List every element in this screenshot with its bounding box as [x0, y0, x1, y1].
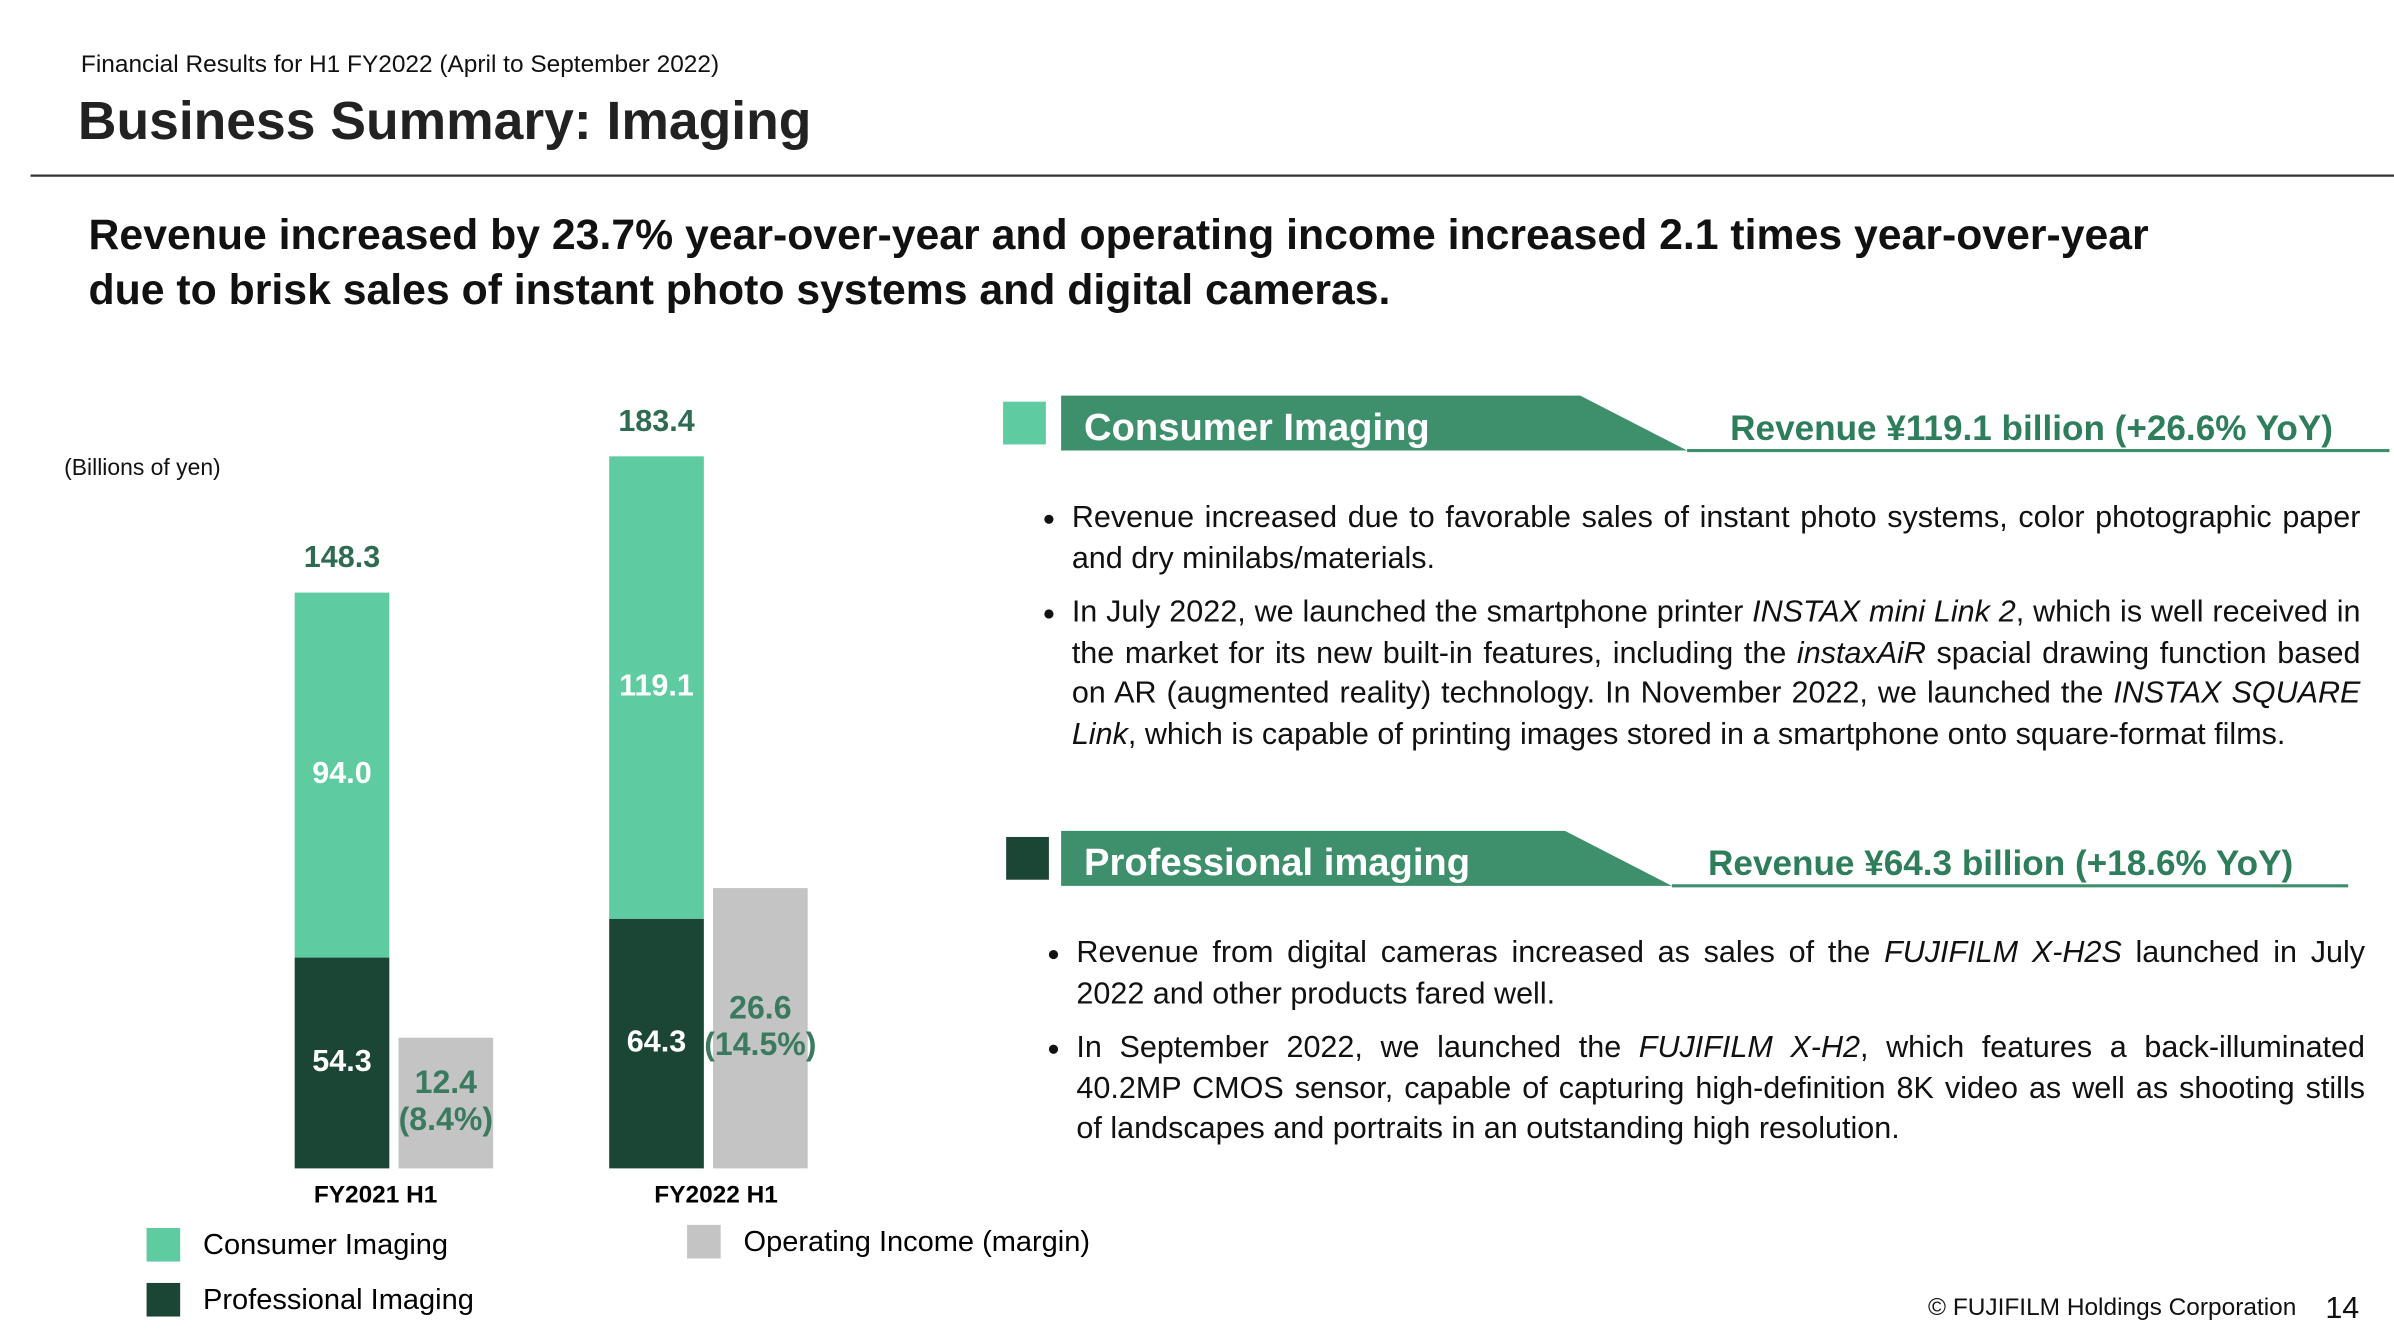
section-banner	[1061, 395, 1688, 451]
unit-label: (Billions of yen)	[64, 455, 221, 482]
chart: 54.3 94.0 148.3 12.4(8.4%) FY2021 H1 64.3 119.…	[146, 404, 1090, 1317]
total-label: 183.4	[618, 404, 694, 438]
value-label: 54.3	[312, 1044, 371, 1078]
bullet-text: , which is well received in the market f…	[1071, 595, 2361, 670]
legend-label: Consumer Imaging	[203, 1229, 448, 1261]
page-number: 14	[2325, 1292, 2360, 1326]
legend-swatch	[146, 1227, 181, 1262]
legend-swatch	[687, 1224, 721, 1259]
bullet-text: launched in July 2022 and other products…	[1076, 936, 2366, 1011]
legend-swatch	[146, 1282, 181, 1317]
headline: due to brisk sales of instant photo syst…	[88, 265, 1391, 314]
bullet-text: In September 2022, we launched the	[1076, 1030, 1639, 1065]
value-label: 64.3	[627, 1025, 686, 1059]
title: Business Summary: Imaging	[77, 91, 812, 152]
bar	[398, 1037, 494, 1169]
value-label: 119.1	[619, 669, 694, 703]
x-tick-label: FY2022 H1	[654, 1181, 778, 1208]
bullet-text: In July 2022, we launched the smartphone…	[1071, 595, 1753, 630]
margin-label: (14.5%)	[704, 1026, 816, 1062]
value-label: 12.4	[415, 1064, 478, 1100]
bar-segment	[609, 456, 704, 919]
bullet-list: Revenue increased due to favorable sales…	[1047, 498, 2361, 768]
section-icon	[1003, 401, 1046, 445]
section-revenue: Revenue ¥119.1 billion (+26.6% YoY)	[1730, 407, 2333, 448]
bullet-text: Revenue from digital cameras increased a…	[1076, 936, 1885, 970]
section-revenue: Revenue ¥64.3 billion (+18.6% YoY)	[1708, 843, 2294, 883]
section-title: Consumer Imaging	[1084, 406, 1430, 450]
bullet-text: instaxAiR	[1796, 636, 1926, 670]
legend-label: Professional Imaging	[203, 1284, 474, 1316]
headline: Revenue increased by 23.7% year-over-yea…	[88, 210, 2149, 259]
section-title: Professional imaging	[1084, 841, 1471, 885]
margin-label: (8.4%)	[399, 1101, 493, 1137]
value-label: 94.0	[312, 756, 371, 790]
bullet: In July 2022, we launched the smartphone…	[1072, 593, 2361, 755]
total-label: 148.3	[304, 540, 380, 574]
x-tick-label: FY2021 H1	[314, 1181, 438, 1208]
bullet: Revenue from digital cameras increased a…	[1076, 933, 2365, 1014]
copyright: © FUJIFILM Holdings Corporation	[1928, 1295, 2297, 1322]
bullet-text: , which features a back-illuminated 40.2…	[1076, 1030, 2366, 1146]
bar-segment	[609, 918, 704, 1169]
section-banner	[1061, 830, 1672, 886]
bar-segment	[294, 592, 390, 958]
section-icon	[1006, 836, 1049, 880]
legend-label: Operating Income (margin)	[744, 1226, 1090, 1258]
bullet: In September 2022, we launched the FUJIF…	[1076, 1028, 2365, 1149]
bullet-text: INSTAX mini Link 2	[1752, 595, 2016, 630]
bullet: Revenue increased due to favorable sales…	[1072, 498, 2361, 579]
bar-segment	[294, 957, 390, 1169]
bullet-text: spacial drawing function based on AR (au…	[1071, 636, 2361, 711]
value-label: 26.6	[729, 989, 791, 1025]
bullet-list: Revenue from digital cameras increased a…	[1052, 933, 2365, 1163]
subtitle: Financial Results for H1 FY2022 (April t…	[80, 51, 720, 78]
bullet-text: Revenue increased due to favorable sales…	[1071, 500, 2361, 576]
bullet-text: FUJIFILM X-H2S	[1884, 936, 2122, 970]
bullet-text: FUJIFILM X-H2	[1638, 1030, 1861, 1065]
bullet-text: INSTAX SQUARE Link	[1071, 676, 2361, 751]
bar	[713, 888, 808, 1169]
bullet-text: , which is capable of printing images st…	[1127, 717, 2286, 751]
